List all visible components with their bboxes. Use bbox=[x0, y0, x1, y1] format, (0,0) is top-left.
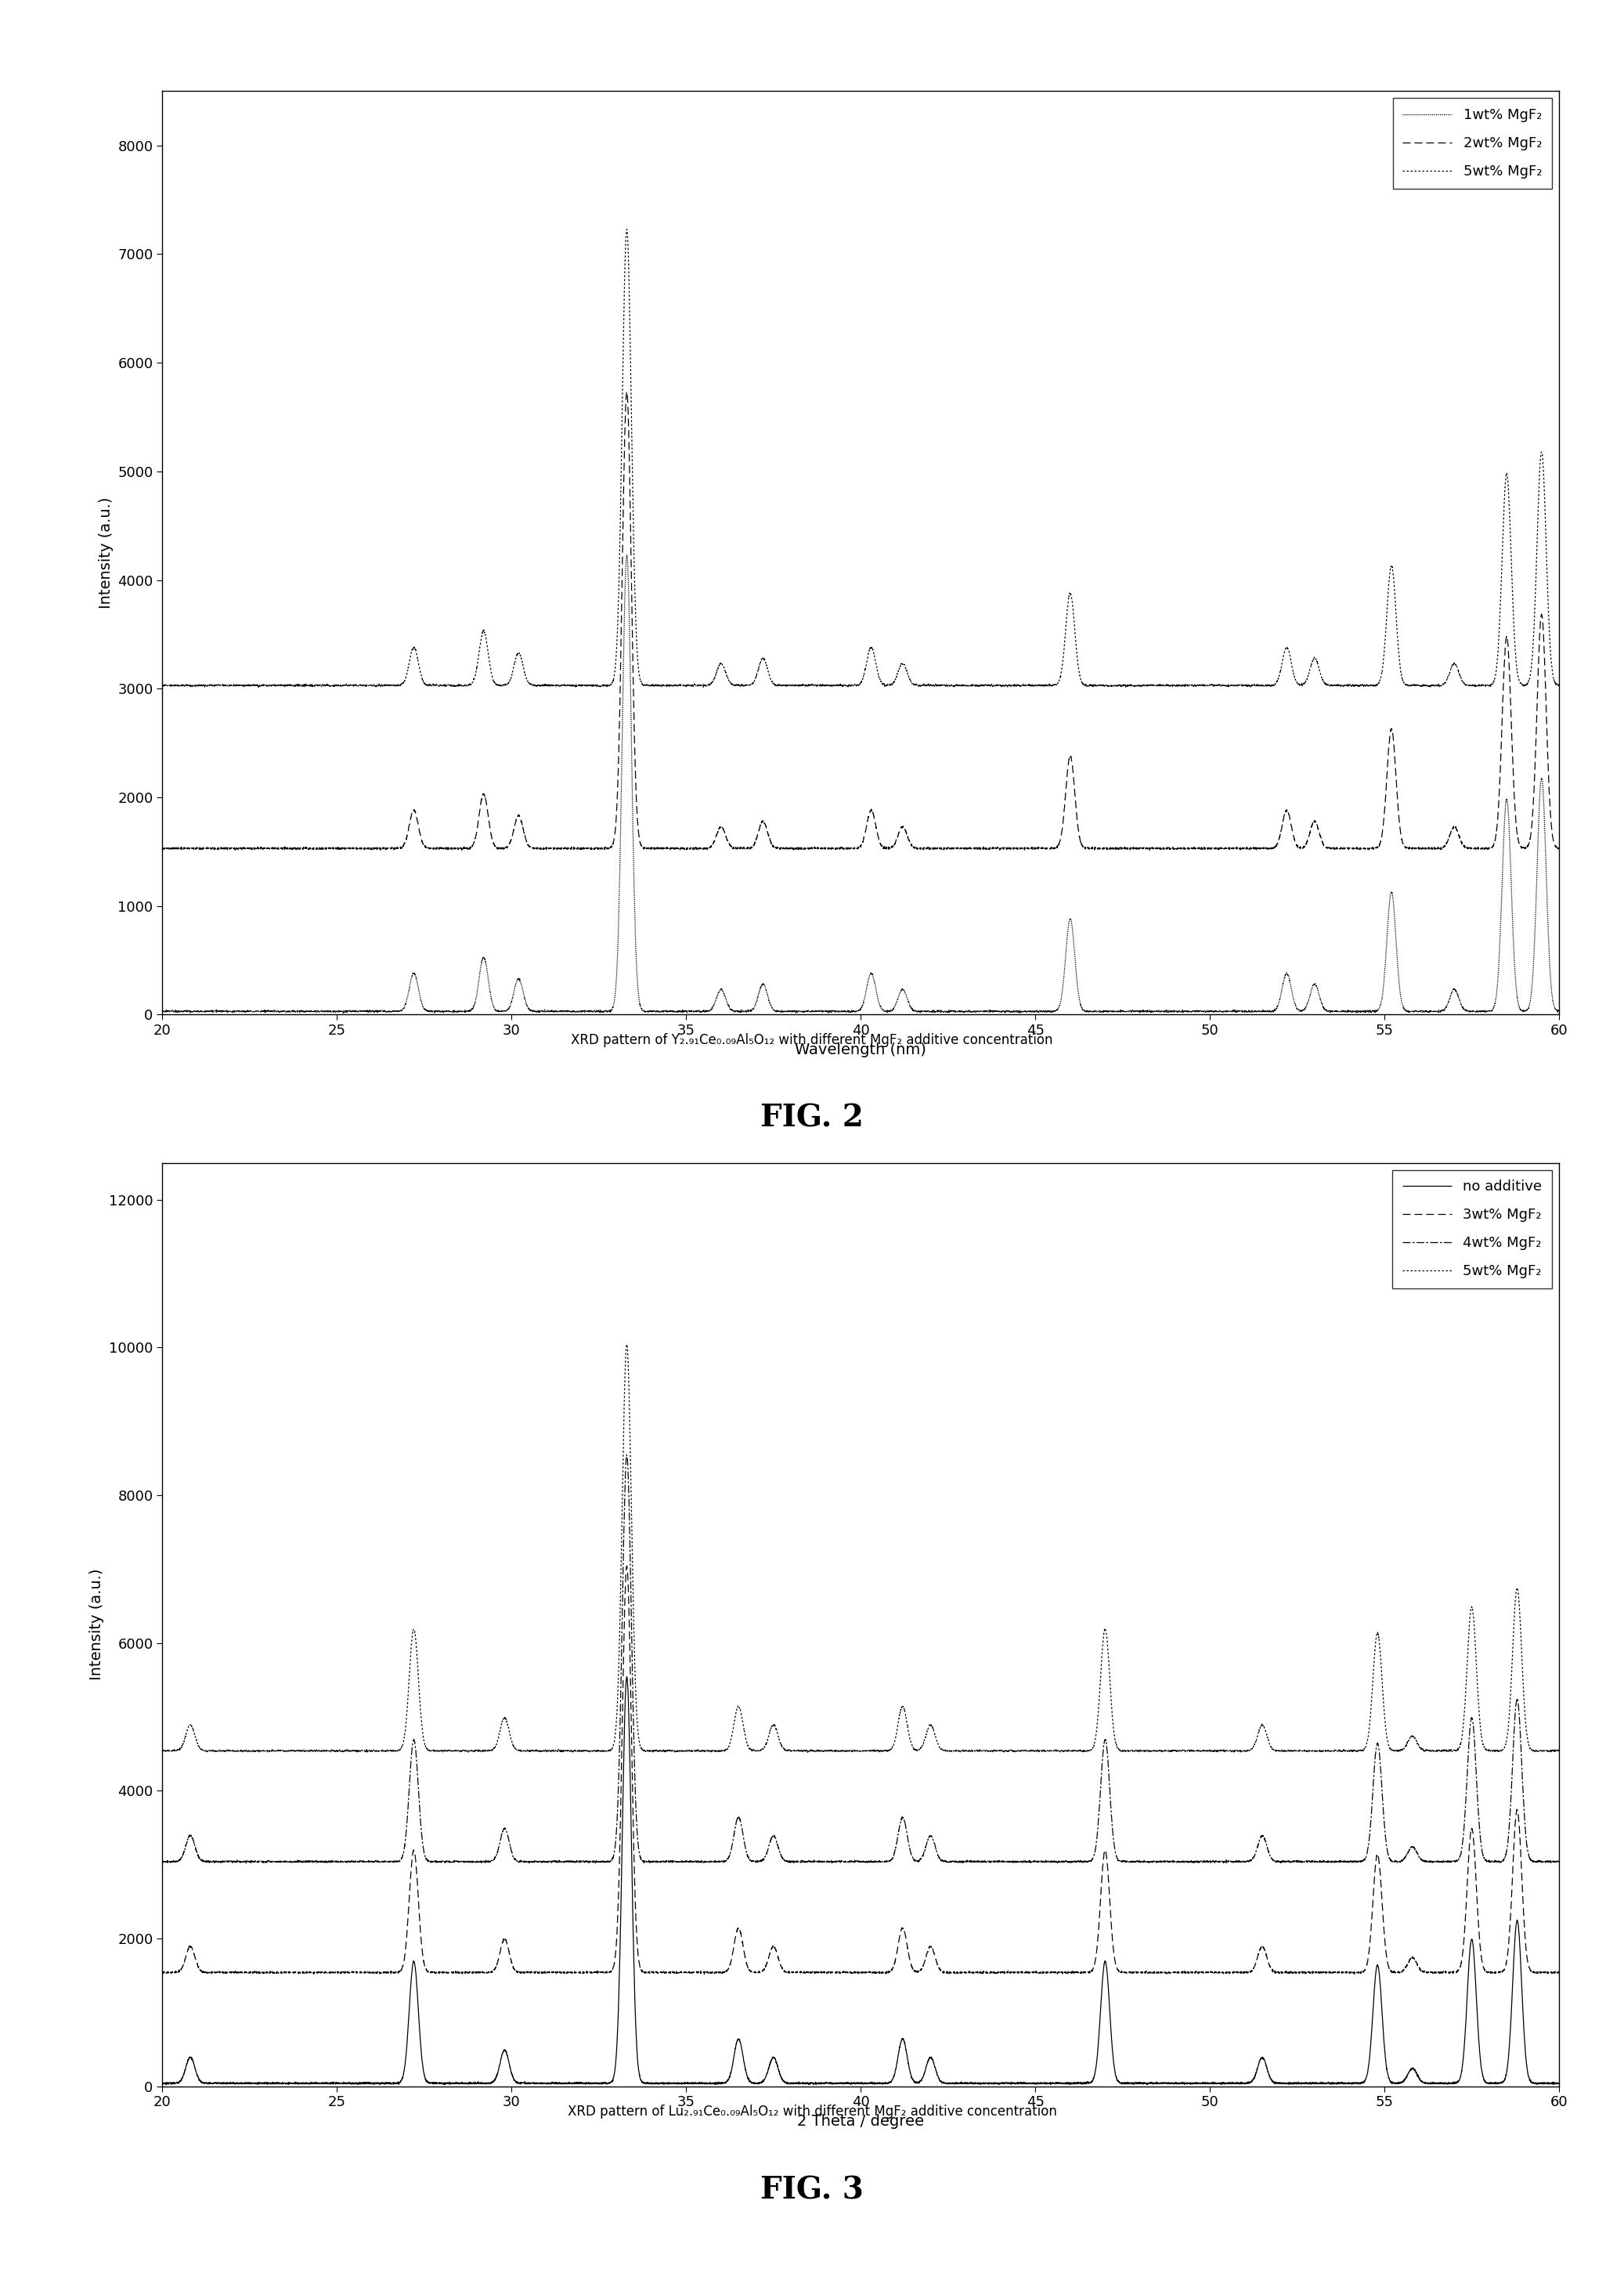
5wt% MgF₂ bbox=[658, 670, 677, 698]
1wt% MgF₂ bbox=[1039, 999, 1059, 1026]
X-axis label: 2 Theta / degree: 2 Theta / degree bbox=[797, 2114, 924, 2130]
5wt% MgF₂ bbox=[658, 1737, 677, 1765]
no additive bbox=[1549, 2070, 1569, 2098]
Text: XRD pattern of Lu₂.₉₁Ce₀.₀₉Al₅O₁₂ with different MgF₂ additive concentration: XRD pattern of Lu₂.₉₁Ce₀.₀₉Al₅O₁₂ with d… bbox=[567, 2104, 1057, 2118]
1wt% MgF₂ bbox=[1549, 996, 1569, 1024]
4wt% MgF₂ bbox=[1263, 1847, 1283, 1874]
Y-axis label: Intensity (a.u.): Intensity (a.u.) bbox=[89, 1569, 104, 1680]
3wt% MgF₂ bbox=[153, 1959, 172, 1986]
5wt% MgF₂ bbox=[1189, 670, 1208, 698]
Text: XRD pattern of Y₂.₉₁Ce₀.₀₉Al₅O₁₂ with different MgF₂ additive concentration: XRD pattern of Y₂.₉₁Ce₀.₀₉Al₅O₁₂ with di… bbox=[572, 1033, 1052, 1047]
3wt% MgF₂ bbox=[1263, 1959, 1283, 1986]
5wt% MgF₂ bbox=[1263, 673, 1283, 700]
5wt% MgF₂ bbox=[617, 217, 637, 244]
no additive bbox=[1189, 2070, 1208, 2098]
Line: 2wt% MgF₂: 2wt% MgF₂ bbox=[162, 392, 1559, 850]
no additive bbox=[617, 1662, 637, 1689]
5wt% MgF₂ bbox=[1549, 673, 1569, 700]
3wt% MgF₂ bbox=[222, 1959, 242, 1986]
X-axis label: Wavelength (nm): Wavelength (nm) bbox=[796, 1042, 926, 1058]
5wt% MgF₂ bbox=[693, 673, 713, 700]
no additive bbox=[1137, 2070, 1156, 2098]
5wt% MgF₂ bbox=[1343, 1740, 1363, 1767]
Line: 5wt% MgF₂: 5wt% MgF₂ bbox=[162, 230, 1559, 686]
4wt% MgF₂ bbox=[617, 1441, 637, 1468]
Text: FIG. 2: FIG. 2 bbox=[760, 1104, 864, 1133]
5wt% MgF₂ bbox=[1039, 1737, 1059, 1765]
5wt% MgF₂ bbox=[153, 673, 172, 700]
2wt% MgF₂ bbox=[153, 834, 172, 862]
1wt% MgF₂ bbox=[1189, 999, 1208, 1026]
Y-axis label: Intensity (a.u.): Intensity (a.u.) bbox=[99, 497, 114, 609]
3wt% MgF₂ bbox=[979, 1959, 999, 1986]
4wt% MgF₂ bbox=[222, 1849, 242, 1876]
5wt% MgF₂ bbox=[617, 1332, 637, 1359]
4wt% MgF₂ bbox=[1041, 1849, 1060, 1876]
Line: 1wt% MgF₂: 1wt% MgF₂ bbox=[162, 556, 1559, 1012]
5wt% MgF₂ bbox=[222, 1737, 242, 1765]
2wt% MgF₂ bbox=[617, 378, 637, 406]
5wt% MgF₂ bbox=[1041, 673, 1060, 700]
3wt% MgF₂ bbox=[1189, 1961, 1208, 1988]
3wt% MgF₂ bbox=[617, 1553, 637, 1580]
3wt% MgF₂ bbox=[659, 1959, 679, 1986]
2wt% MgF₂ bbox=[1189, 834, 1208, 862]
2wt% MgF₂ bbox=[1263, 834, 1283, 862]
1wt% MgF₂ bbox=[153, 996, 172, 1024]
no additive bbox=[1263, 2068, 1283, 2095]
Line: no additive: no additive bbox=[162, 1676, 1559, 2084]
4wt% MgF₂ bbox=[822, 1849, 841, 1876]
1wt% MgF₂ bbox=[658, 999, 677, 1026]
5wt% MgF₂ bbox=[1549, 1737, 1569, 1765]
4wt% MgF₂ bbox=[979, 1849, 999, 1876]
2wt% MgF₂ bbox=[451, 837, 471, 864]
no additive bbox=[979, 2070, 999, 2098]
2wt% MgF₂ bbox=[222, 834, 242, 862]
3wt% MgF₂ bbox=[304, 1961, 323, 1988]
Line: 5wt% MgF₂: 5wt% MgF₂ bbox=[162, 1345, 1559, 1753]
Legend: no additive, 3wt% MgF₂, 4wt% MgF₂, 5wt% MgF₂: no additive, 3wt% MgF₂, 4wt% MgF₂, 5wt% … bbox=[1392, 1170, 1553, 1288]
Legend: 1wt% MgF₂, 2wt% MgF₂, 5wt% MgF₂: 1wt% MgF₂, 2wt% MgF₂, 5wt% MgF₂ bbox=[1393, 98, 1553, 189]
2wt% MgF₂ bbox=[659, 834, 679, 862]
no additive bbox=[658, 2070, 677, 2098]
4wt% MgF₂ bbox=[153, 1849, 172, 1876]
5wt% MgF₂ bbox=[979, 673, 999, 700]
2wt% MgF₂ bbox=[1549, 834, 1569, 862]
1wt% MgF₂ bbox=[222, 999, 242, 1026]
5wt% MgF₂ bbox=[979, 1737, 999, 1765]
5wt% MgF₂ bbox=[1263, 1735, 1283, 1762]
1wt% MgF₂ bbox=[1320, 999, 1340, 1026]
5wt% MgF₂ bbox=[153, 1737, 172, 1765]
1wt% MgF₂ bbox=[617, 543, 637, 570]
2wt% MgF₂ bbox=[979, 834, 999, 862]
3wt% MgF₂ bbox=[1041, 1959, 1060, 1986]
Text: FIG. 3: FIG. 3 bbox=[760, 2175, 864, 2205]
Line: 4wt% MgF₂: 4wt% MgF₂ bbox=[162, 1455, 1559, 1863]
3wt% MgF₂ bbox=[1549, 1959, 1569, 1986]
4wt% MgF₂ bbox=[658, 1847, 677, 1874]
5wt% MgF₂ bbox=[1189, 1737, 1208, 1765]
5wt% MgF₂ bbox=[222, 670, 242, 698]
no additive bbox=[153, 2070, 172, 2098]
1wt% MgF₂ bbox=[979, 999, 999, 1026]
4wt% MgF₂ bbox=[1549, 1847, 1569, 1874]
2wt% MgF₂ bbox=[1041, 834, 1060, 862]
4wt% MgF₂ bbox=[1189, 1849, 1208, 1876]
1wt% MgF₂ bbox=[1263, 996, 1283, 1024]
no additive bbox=[222, 2070, 242, 2098]
Line: 3wt% MgF₂: 3wt% MgF₂ bbox=[162, 1566, 1559, 1974]
no additive bbox=[1039, 2070, 1059, 2098]
